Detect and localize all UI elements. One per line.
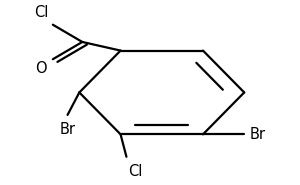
Text: Br: Br	[250, 127, 266, 142]
Text: Cl: Cl	[128, 164, 142, 179]
Text: Br: Br	[60, 122, 76, 137]
Text: Cl: Cl	[34, 4, 48, 19]
Text: O: O	[35, 61, 47, 76]
